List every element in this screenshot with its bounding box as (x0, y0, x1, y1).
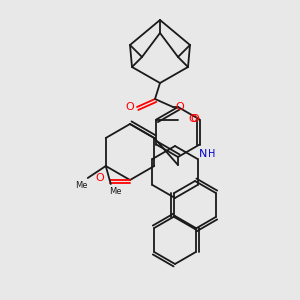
Text: O: O (188, 115, 197, 124)
Text: O: O (96, 173, 104, 183)
Text: N: N (199, 149, 208, 159)
Text: O: O (190, 115, 199, 124)
Text: O: O (126, 102, 134, 112)
Text: O: O (176, 102, 184, 112)
Text: Me: Me (110, 187, 122, 196)
Text: H: H (208, 149, 215, 159)
Text: Me: Me (76, 182, 88, 190)
